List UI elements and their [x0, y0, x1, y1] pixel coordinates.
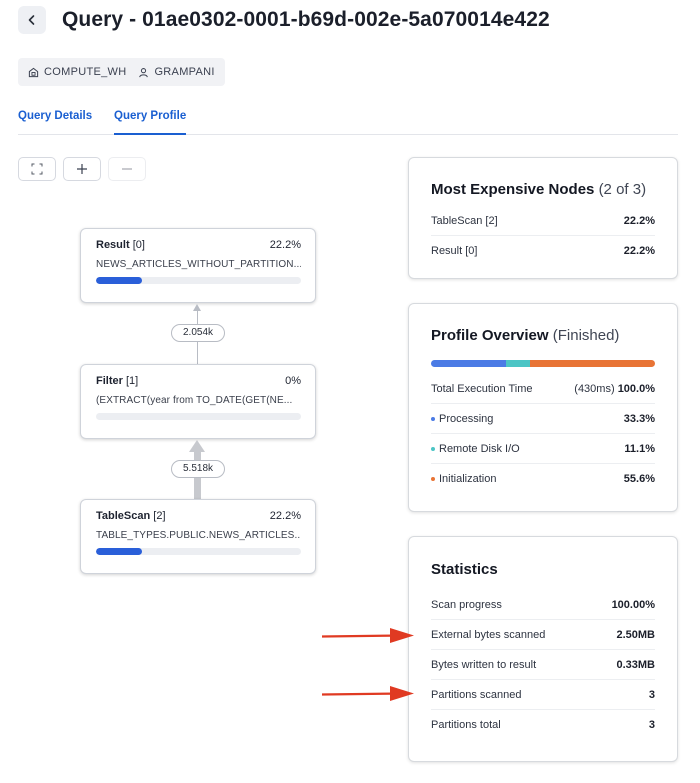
most-expensive-nodes-card: Most Expensive Nodes (2 of 3) TableScan …	[408, 157, 678, 279]
node-progress-track	[96, 548, 301, 555]
row-value: 100.0%	[617, 382, 655, 395]
tab-query-profile[interactable]: Query Profile	[114, 108, 187, 135]
stat-row-scan-progress: Scan progress 100.00%	[431, 590, 655, 620]
edge-arrowhead	[193, 304, 201, 311]
total-time: (430ms)	[574, 382, 615, 395]
row-label: Scan progress	[431, 598, 502, 611]
card-title: Profile Overview (Finished)	[431, 327, 655, 344]
plus-icon	[77, 164, 87, 174]
overview-row-remote-disk-io: Remote Disk I/O 11.1%	[431, 434, 655, 464]
fit-screen-button[interactable]	[18, 157, 56, 181]
user-icon	[139, 67, 149, 77]
zoom-in-button[interactable]	[63, 157, 101, 181]
edge-arrowhead	[189, 440, 205, 452]
graph-node-tablescan[interactable]: TableScan [2] 22.2% TABLE_TYPES.PUBLIC.N…	[80, 499, 316, 574]
fit-screen-icon	[31, 163, 43, 175]
row-value: 55.6%	[623, 473, 655, 485]
node-percent: 0%	[285, 375, 301, 387]
edge-row-count: 2.054k	[171, 324, 225, 342]
node-detail: (EXTRACT(year from TO_DATE(GET(NE...	[96, 395, 293, 406]
node-progress-track	[96, 277, 301, 284]
legend-dot	[431, 416, 435, 421]
zoom-out-button[interactable]	[108, 157, 146, 181]
node-id: [1]	[125, 375, 139, 387]
card-title: Statistics	[431, 561, 498, 578]
row-label: TableScan [2]	[431, 214, 498, 227]
node-detail: TABLE_TYPES.PUBLIC.NEWS_ARTICLES...	[96, 530, 301, 541]
row-value: 3	[648, 688, 655, 701]
node-detail: NEWS_ARTICLES_WITHOUT_PARTITION...	[96, 259, 301, 270]
tab-query-details[interactable]: Query Details	[18, 110, 93, 122]
edge-row-count: 5.518k	[171, 460, 225, 478]
chevron-left-icon	[28, 15, 35, 25]
execution-segment	[505, 360, 531, 367]
card-title-status: (Finished)	[552, 327, 620, 344]
expensive-node-row[interactable]: Result [0] 22.2%	[431, 236, 655, 266]
statistics-card: Statistics Scan progress 100.00% External…	[408, 536, 678, 762]
row-value: 3	[648, 719, 655, 731]
execution-segment	[431, 360, 506, 367]
row-value: 2.50MB	[616, 628, 655, 641]
row-value: 0.33MB	[616, 658, 655, 671]
node-name: Result	[96, 239, 130, 251]
warehouse-name: COMPUTE_WH	[44, 66, 127, 78]
node-id: [2]	[153, 510, 166, 522]
node-title: Filter [1]	[96, 375, 138, 387]
card-title: Most Expensive Nodes (2 of 3)	[431, 181, 655, 198]
row-value: 22.2%	[623, 245, 655, 257]
stat-row-external-bytes: External bytes scanned 2.50MB	[431, 620, 655, 650]
annotation-arrow-icon	[322, 628, 414, 643]
card-title-count: (2 of 3)	[598, 181, 647, 198]
annotation-arrow-icon	[322, 686, 414, 701]
row-label: Partitions total	[431, 719, 501, 731]
node-progress-track	[96, 413, 301, 420]
graph-node-filter[interactable]: Filter [1] 0% (EXTRACT(year from TO_DATE…	[80, 364, 316, 439]
row-label: Partitions scanned	[431, 688, 522, 701]
node-progress-fill	[96, 277, 142, 284]
stat-row-partitions-total: Partitions total 3	[431, 710, 655, 740]
legend-dot	[431, 477, 435, 482]
graph-node-result[interactable]: Result [0] 22.2% NEWS_ARTICLES_WITHOUT_P…	[80, 228, 316, 303]
total-execution-row: Total Execution Time (430ms) 100.0%	[431, 374, 655, 404]
node-name: Filter	[96, 375, 123, 387]
row-value: 100.00%	[611, 598, 655, 611]
row-label: Remote Disk I/O	[439, 442, 520, 455]
stat-row-bytes-written: Bytes written to result 0.33MB	[431, 650, 655, 680]
minus-icon	[122, 168, 132, 170]
user-name: GRAMPANI	[154, 66, 215, 78]
row-value: 33.3%	[623, 412, 655, 425]
node-percent: 22.2%	[269, 239, 301, 251]
expensive-node-row[interactable]: TableScan [2] 22.2%	[431, 206, 655, 236]
card-title-text: Most Expensive Nodes	[431, 181, 595, 198]
warehouse-icon	[28, 67, 39, 77]
profile-overview-card: Profile Overview (Finished) Total Execut…	[408, 303, 678, 512]
node-title: Result [0]	[96, 239, 145, 251]
row-label: Total Execution Time	[431, 382, 533, 395]
row-label: Processing	[439, 412, 494, 425]
user-context: GRAMPANI	[138, 66, 214, 78]
node-id: [0]	[132, 239, 145, 251]
tab-bar: Query Details Query Profile	[18, 108, 678, 135]
row-label: Result [0]	[431, 245, 478, 257]
card-title-text: Profile Overview	[431, 327, 549, 344]
stat-row-partitions-scanned: Partitions scanned 3	[431, 680, 655, 710]
row-label: Initialization	[439, 473, 497, 485]
row-label: External bytes scanned	[431, 628, 546, 641]
overview-row-initialization: Initialization 55.6%	[431, 464, 655, 494]
row-value: 22.2%	[623, 214, 655, 227]
query-context-bar: COMPUTE_WH GRAMPANI	[18, 58, 225, 86]
row-label: Bytes written to result	[431, 658, 537, 671]
execution-breakdown-bar	[431, 360, 655, 367]
node-title: TableScan [2]	[96, 510, 166, 522]
overview-row-processing: Processing 33.3%	[431, 404, 655, 434]
execution-segment	[530, 360, 655, 367]
node-progress-fill	[96, 548, 142, 555]
legend-dot	[431, 446, 435, 451]
node-name: TableScan	[96, 510, 151, 522]
warehouse-context: COMPUTE_WH	[28, 66, 126, 78]
row-value: 11.1%	[624, 442, 655, 455]
page-title: Query - 01ae0302-0001-b69d-002e-5a070014…	[62, 8, 550, 31]
back-button[interactable]	[18, 6, 46, 34]
node-percent: 22.2%	[269, 510, 301, 522]
